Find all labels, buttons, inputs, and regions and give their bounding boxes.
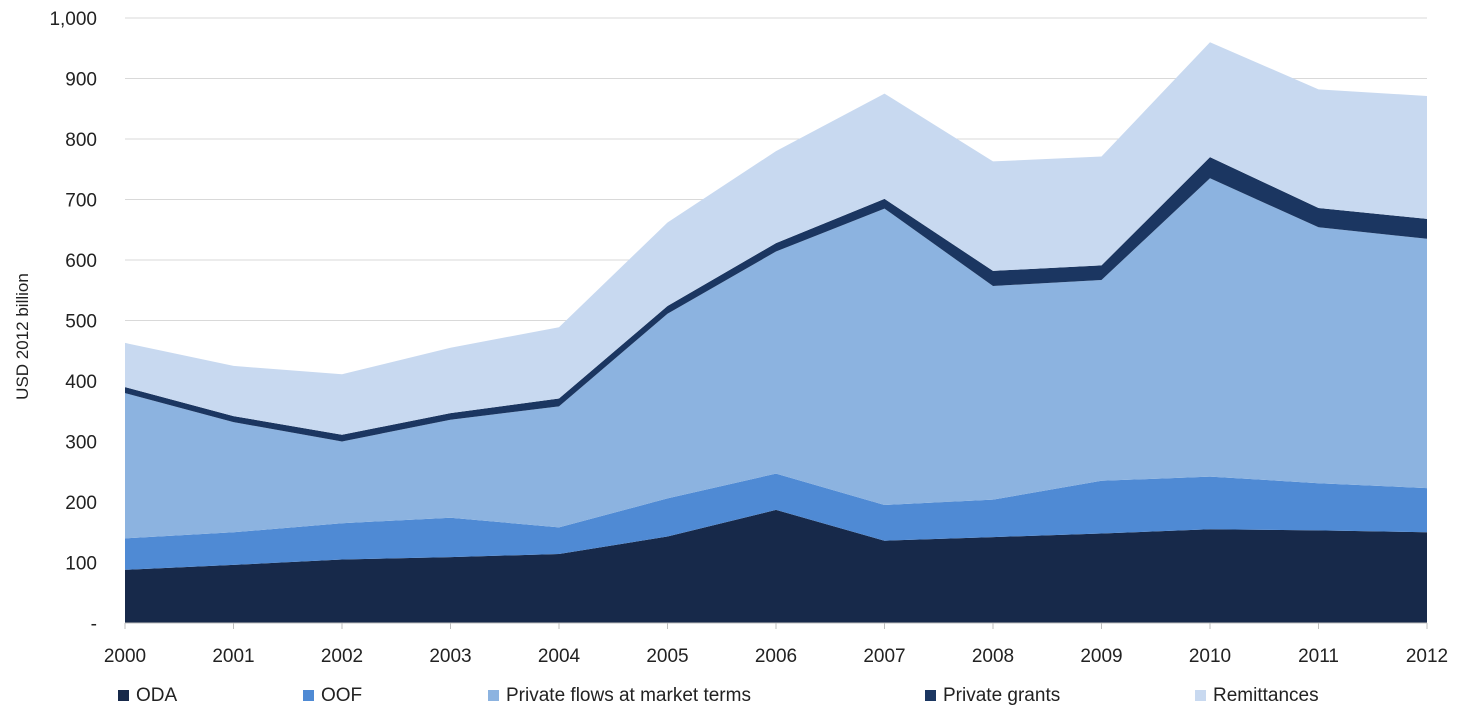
x-tick-label: 2012	[1406, 646, 1448, 667]
x-tick-label: 2000	[104, 646, 146, 667]
y-tick-label: 700	[65, 191, 97, 212]
legend-swatch	[925, 690, 936, 701]
y-tick-label: 500	[65, 312, 97, 333]
legend-item: Private flows at market terms	[488, 685, 751, 706]
area-series-private-flows-at-market-terms	[125, 178, 1427, 539]
x-tick-label: 2001	[212, 646, 254, 667]
x-tick-label: 2009	[1080, 646, 1122, 667]
area-series-remittances	[125, 42, 1427, 435]
x-tick-label: 2002	[321, 646, 363, 667]
legend-swatch	[1195, 690, 1206, 701]
x-tick-label: 2006	[755, 646, 797, 667]
x-tick-label: 2007	[863, 646, 905, 667]
legend-item: Remittances	[1195, 685, 1319, 706]
legend-swatch	[118, 690, 129, 701]
y-tick-label: -	[91, 614, 97, 635]
x-tick-label: 2005	[646, 646, 688, 667]
legend-item: ODA	[118, 685, 178, 706]
x-tick-label: 2003	[429, 646, 471, 667]
y-tick-label: 1,000	[49, 9, 97, 30]
area-series-oda	[125, 509, 1427, 623]
area-series-oof	[125, 473, 1427, 570]
legend-label: Remittances	[1213, 685, 1319, 706]
legend-swatch	[488, 690, 499, 701]
y-tick-label: 200	[65, 493, 97, 514]
legend-label: Private flows at market terms	[506, 685, 751, 706]
y-tick-label: 400	[65, 372, 97, 393]
y-tick-label: 300	[65, 433, 97, 454]
x-tick-label: 2004	[538, 646, 581, 667]
legend-label: OOF	[321, 685, 362, 706]
x-tick-label: 2010	[1189, 646, 1231, 667]
x-axis: 2000 2001 2002 2003 2004 2005 2006 2007 2008 2009…	[104, 622, 1448, 667]
y-tick-label: 800	[65, 130, 97, 151]
legend-item: Private grants	[925, 685, 1060, 706]
legend-label: Private grants	[943, 685, 1060, 706]
x-tick-label: 2011	[1298, 646, 1339, 667]
y-axis: - 100 200 300 400 500 600 700 800 900 1,000	[49, 9, 97, 635]
y-tick-label: 900	[65, 70, 97, 91]
y-tick-label: 100	[65, 554, 97, 575]
y-tick-label: 600	[65, 251, 97, 272]
legend-swatch	[303, 690, 314, 701]
legend-item: OOF	[303, 685, 362, 706]
y-axis-title: USD 2012 billion	[13, 273, 32, 400]
legend: ODA OOF Private flows at market terms Priva…	[118, 685, 1319, 706]
x-tick-label: 2008	[972, 646, 1014, 667]
legend-label: ODA	[136, 685, 178, 706]
area-series-layer	[125, 42, 1427, 623]
